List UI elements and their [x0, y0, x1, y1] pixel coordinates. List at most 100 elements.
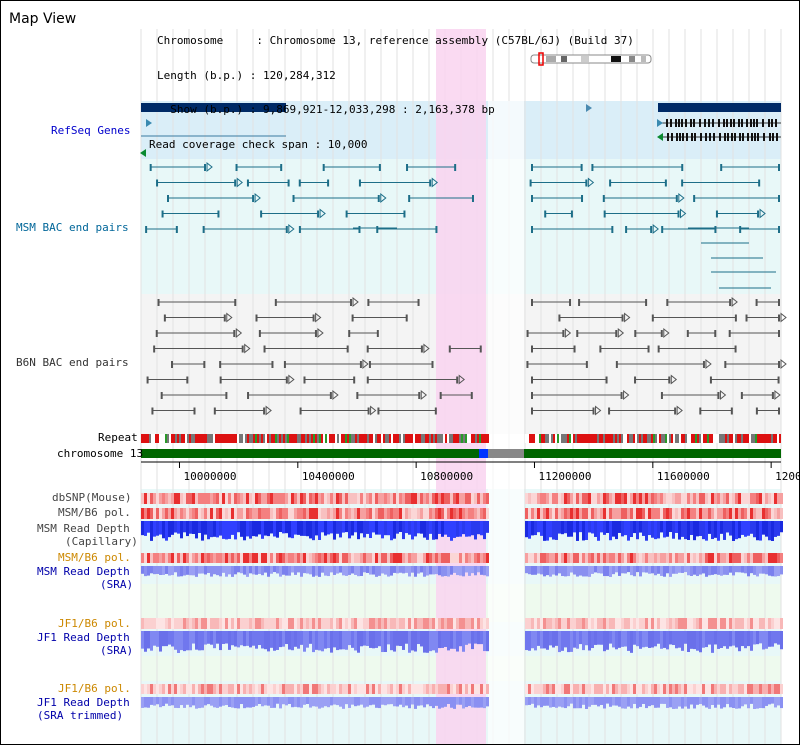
refseq-genes-label[interactable]: RefSeq Genes — [51, 124, 131, 137]
repeat-seg — [571, 434, 573, 443]
jf1-pol-cell — [717, 618, 720, 629]
jf1-pol-cell — [564, 618, 567, 629]
msm-pol-cell — [150, 508, 153, 519]
msm-sra-depth-bar — [201, 566, 204, 574]
msm-pol-cell — [231, 508, 234, 519]
jf1-trim-depth-bar — [264, 697, 267, 706]
b6n-bac-arrow — [352, 296, 359, 308]
jf1-sra-depth-bar — [732, 631, 735, 646]
jf1-pol-cell — [321, 618, 324, 629]
jf1-trim-depth-bar — [435, 697, 438, 706]
jf1-pol-cell — [309, 618, 312, 629]
dbsnp-cell — [231, 493, 234, 504]
msm-pol-cell — [186, 508, 189, 519]
jf1-sra-depth-bar — [201, 631, 204, 651]
repeat-seg — [647, 434, 649, 443]
msm-pol-cell — [621, 508, 624, 519]
exon — [686, 133, 688, 141]
repeat-seg — [435, 434, 437, 443]
msm-pol-cell — [762, 508, 765, 519]
msm-pol-cell — [321, 508, 324, 519]
jf1-sra-depth-bar — [567, 631, 570, 653]
repeat-seg — [593, 434, 595, 443]
b6n-bac-end — [714, 330, 717, 337]
jf1-pol-cell — [417, 684, 420, 694]
msm-capillary-depth-bar — [330, 521, 333, 534]
msm-pol-cell — [777, 508, 780, 519]
jf1-pol-cell — [648, 618, 651, 629]
msm-sra-depth-bar — [315, 566, 318, 576]
repeat-seg — [293, 434, 295, 443]
jf1-trim-depth-bar — [429, 697, 432, 707]
exon — [730, 119, 732, 127]
dbsnp-cell — [354, 493, 357, 504]
jf1-sra-depth-bar — [486, 631, 489, 652]
jf1-pol-cell — [243, 684, 246, 694]
jf1-pol-cell — [561, 618, 564, 629]
jf1-trim-depth-bar — [729, 697, 732, 708]
jf1-trim-depth-bar — [693, 697, 696, 709]
chromosome-bar — [141, 449, 781, 458]
jf1-trim-depth-bar — [231, 697, 234, 708]
jf1-sra-depth-bar — [477, 631, 480, 645]
msm-capillary-depth-bar — [669, 521, 672, 533]
msm-bac-label[interactable]: MSM BAC end pairs — [16, 221, 129, 234]
jf1-pol-cell — [744, 684, 747, 694]
jf1-sra-depth-bar — [324, 631, 327, 649]
jf1-pol-cell — [423, 684, 426, 694]
b6n-bac-arrow — [624, 312, 631, 323]
repeat-seg — [341, 434, 343, 443]
msm-pol-cell — [549, 553, 552, 563]
repeat-seg — [615, 434, 617, 443]
msm-pol-cell — [600, 508, 603, 519]
jf1-pol-cell — [291, 684, 294, 694]
jf1-pol-cell — [267, 684, 270, 694]
msm-sra-depth-bar — [378, 566, 381, 576]
msm-pol-cell — [540, 553, 543, 563]
repeat-seg — [149, 434, 151, 443]
jf1-sra-depth-bar — [588, 631, 591, 651]
repeat-seg — [481, 434, 483, 443]
dbsnp-cell — [363, 493, 366, 504]
jf1-trim-depth-bar — [528, 697, 531, 705]
repeat-seg — [699, 434, 701, 443]
jf1-pol-cell — [471, 618, 474, 629]
msm-pol-cell — [552, 553, 555, 563]
b6n-bac-label[interactable]: B6N BAC end pairs — [16, 356, 129, 369]
jf1-pol-cell — [183, 684, 186, 694]
repeat-seg — [369, 434, 371, 443]
jf1-sra-depth-bar — [411, 631, 414, 651]
msm-capillary-depth-bar — [579, 521, 582, 533]
repeat-seg — [201, 434, 203, 443]
repeat-seg — [203, 434, 205, 443]
msm-capillary-depth-bar — [630, 521, 633, 538]
msm-sra-depth-bar — [591, 566, 594, 574]
msm-capillary-depth-bar — [618, 521, 621, 533]
jf1-pol-cell — [279, 684, 282, 694]
msm-sra-depth-bar — [546, 566, 549, 576]
exon — [718, 119, 720, 127]
dbsnp-cell — [321, 493, 324, 504]
repeat-seg — [775, 434, 777, 443]
msm-pol-cell — [444, 508, 447, 519]
msm-pol-cell — [417, 553, 420, 563]
msm-pol-cell — [666, 553, 669, 563]
jf1-pol-cell — [366, 684, 369, 694]
jf1-sra-depth-bar — [195, 631, 198, 650]
msm-sra-depth-bar — [480, 566, 483, 575]
jf1-pol-cell — [450, 684, 453, 694]
jf1-pol-cell — [189, 684, 192, 694]
b6n-bac-end — [647, 345, 650, 353]
msm-bac-end — [345, 210, 348, 218]
msm-pol-cell — [780, 553, 783, 563]
repeat-seg — [343, 434, 345, 443]
jf1-sra-depth-bar — [714, 631, 717, 645]
jf1-sra-depth-bar — [570, 631, 573, 652]
msm-sra-depth-bar — [366, 566, 369, 573]
jf1-pol-cell — [543, 684, 546, 694]
jf1-pol-cell — [234, 618, 237, 629]
dbsnp-cell — [162, 493, 165, 504]
repeat-seg — [419, 434, 421, 443]
jf1-trim-depth-bar — [144, 697, 147, 708]
